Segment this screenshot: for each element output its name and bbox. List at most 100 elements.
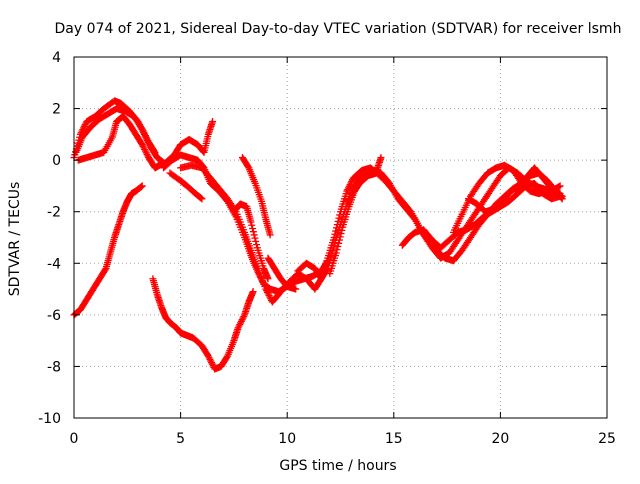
data-point: [377, 154, 385, 162]
data-point: [208, 360, 216, 368]
series-track-g: [232, 200, 272, 283]
data-point: [264, 275, 272, 283]
x-tick-label: 15: [385, 431, 403, 447]
data-point: [150, 147, 158, 155]
data-point: [292, 285, 300, 293]
data-point: [138, 125, 146, 133]
data-point: [344, 185, 352, 193]
data-point: [238, 316, 246, 324]
data-point: [249, 224, 257, 232]
data-point: [253, 241, 261, 249]
data-point: [141, 130, 149, 138]
data-point: [80, 122, 88, 130]
data-point: [334, 243, 342, 251]
data-point: [235, 322, 243, 330]
data-point: [266, 293, 274, 301]
data-point: [556, 190, 564, 198]
data-point: [323, 266, 331, 274]
data-point: [236, 321, 244, 329]
data-point: [139, 142, 147, 150]
data-point: [335, 239, 343, 247]
grid-layer: [74, 57, 607, 418]
data-point: [101, 266, 109, 274]
data-point: [237, 319, 245, 327]
data-point: [141, 146, 149, 154]
data-point: [264, 290, 272, 298]
data-point: [335, 236, 343, 244]
data-point: [266, 231, 274, 239]
data-point: [265, 292, 273, 300]
plot-frame: [73, 56, 608, 419]
data-point: [262, 285, 270, 293]
data-point: [206, 355, 214, 363]
data-point: [140, 144, 148, 152]
data-point: [239, 314, 247, 322]
data-point: [80, 124, 88, 132]
data-point: [204, 352, 212, 360]
data-point: [332, 249, 340, 257]
data-point: [248, 221, 256, 229]
data-point: [141, 147, 149, 155]
data-point: [138, 182, 146, 190]
series-track-i: [264, 254, 300, 293]
series-track-o: [464, 164, 564, 216]
data-point: [142, 149, 150, 157]
y-tick-label: -10: [38, 411, 61, 427]
data-point: [209, 117, 217, 125]
data-point: [140, 128, 148, 136]
data-point: [141, 132, 149, 140]
y-tick-label: -4: [47, 256, 61, 272]
data-point: [249, 228, 257, 236]
x-tick-label: 0: [70, 431, 79, 447]
data-point: [207, 357, 215, 365]
data-point: [234, 324, 242, 332]
data-point: [336, 233, 344, 241]
x-tick-label: 20: [491, 431, 509, 447]
data-point: [251, 234, 259, 242]
data-point: [263, 287, 271, 295]
data-point: [139, 127, 147, 135]
x-axis-label: GPS time / hours: [279, 458, 396, 474]
data-point: [247, 218, 255, 226]
data-point: [198, 195, 206, 203]
data-point: [199, 147, 207, 155]
data-point: [151, 148, 159, 156]
data-point: [338, 226, 346, 234]
series-track-q: [149, 275, 257, 373]
data-point: [252, 237, 260, 245]
y-tick-label: 0: [52, 153, 61, 169]
x-tick-label: 10: [278, 431, 296, 447]
y-tick-label: -8: [47, 359, 61, 375]
y-axis-label: SDTVAR / TECUs: [7, 182, 23, 297]
series-track-h: [238, 154, 274, 239]
data-point: [143, 150, 151, 158]
data-point: [205, 354, 213, 362]
data-point: [240, 312, 248, 320]
y-tick-label: 2: [52, 102, 61, 118]
y-tick-label: -2: [47, 205, 61, 221]
series-track-e: [166, 169, 206, 203]
data-point: [81, 121, 89, 129]
data-point: [223, 353, 231, 361]
data-point: [337, 230, 345, 238]
x-tick-label: 25: [598, 431, 616, 447]
data-point: [143, 135, 151, 143]
y-tick-label: 4: [52, 50, 61, 66]
data-point: [79, 126, 87, 134]
data-point: [333, 246, 341, 254]
data-point: [250, 231, 258, 239]
chart-title: Day 074 of 2021, Sidereal Day-to-day VTE…: [55, 21, 622, 37]
data-point: [138, 141, 146, 149]
series-track-p: [70, 182, 146, 319]
y-tick-label: -6: [47, 308, 61, 324]
data-point: [335, 214, 343, 222]
data-layer: [70, 97, 566, 373]
series-track-b: [72, 105, 159, 156]
data-point: [142, 133, 150, 141]
data-point: [208, 359, 216, 367]
data-point: [249, 288, 257, 296]
tick-layer: 0 5 10 15 20 25 -10 -8 -6 -4 -2 0 2 4: [38, 50, 616, 447]
data-point: [263, 288, 271, 296]
